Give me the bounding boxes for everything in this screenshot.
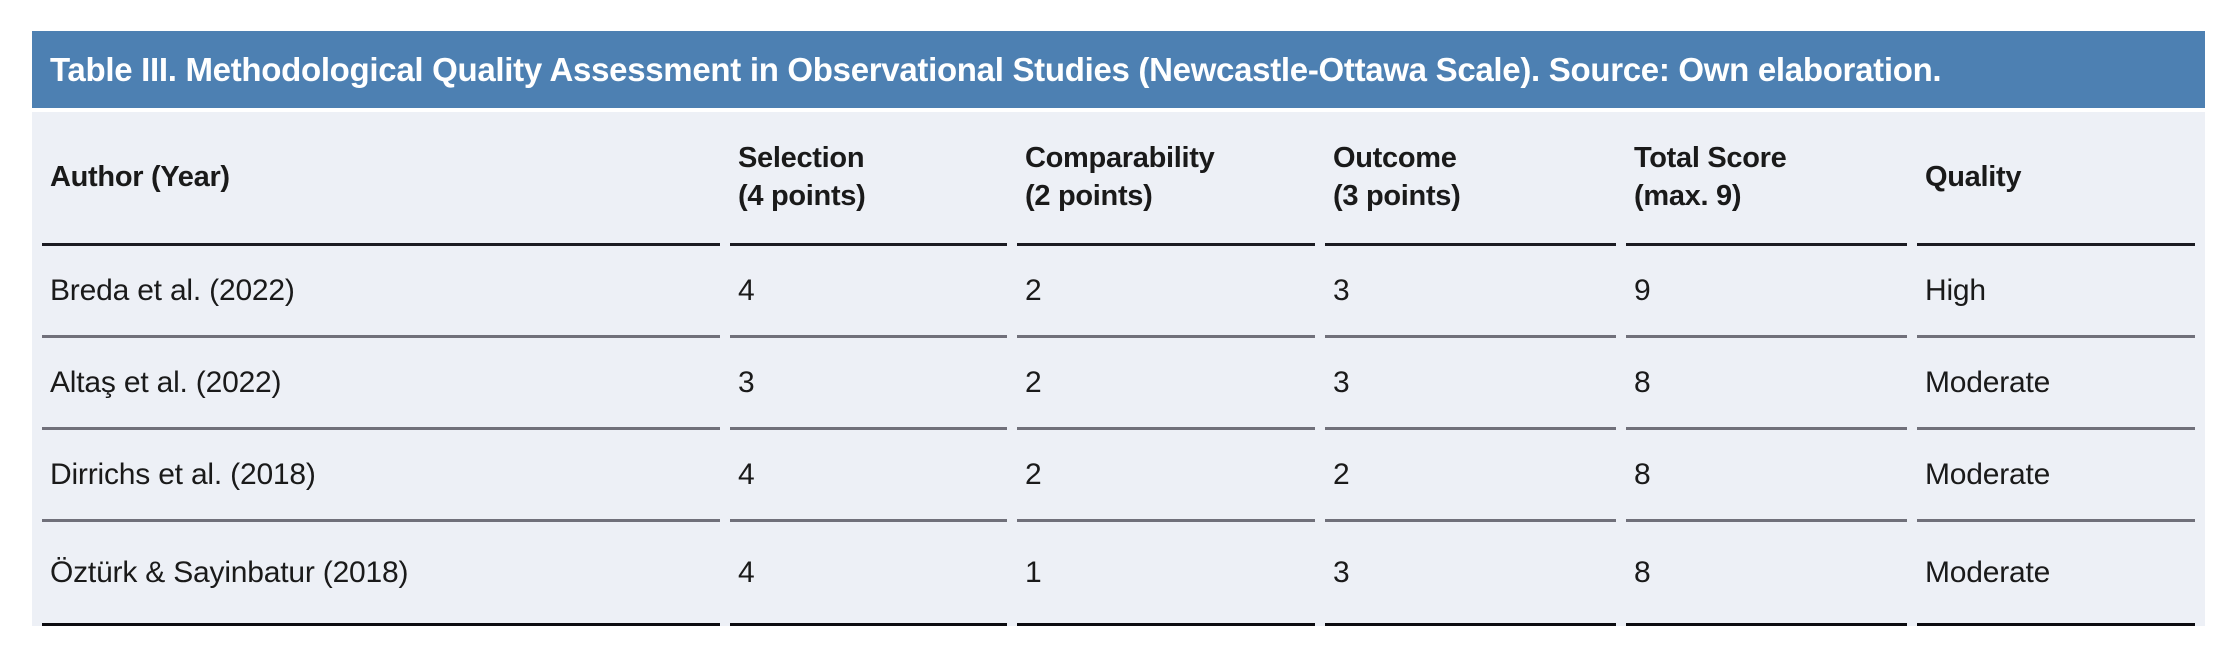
column-header-quality: Quality [1917,112,2195,246]
column-header-author-year: Author (Year) [42,112,720,246]
selection-cell: 3 [730,338,1007,430]
table-title: Table III. Methodological Quality Assess… [50,50,1942,88]
outcome-cell: 2 [1325,430,1616,522]
author-cell: Altaş et al. (2022) [42,338,720,430]
quality-cell: Moderate [1917,522,2195,626]
outcome-cell: 3 [1325,246,1616,338]
comparability-cell: 2 [1017,338,1315,430]
column-header-total-score: Total Score (max. 9) [1626,112,1907,246]
quality-cell: Moderate [1917,338,2195,430]
author-cell: Breda et al. (2022) [42,246,720,338]
header-label: Quality [1925,160,2022,193]
table-row: Öztürk & Sayinbatur (2018) 4 1 3 8 Moderate [42,522,2195,626]
selection-cell: 4 [730,430,1007,522]
outcome-cell: 3 [1325,338,1616,430]
quality-assessment-table: Author (Year) Selection (4 points) Comparab… [32,112,2205,626]
column-header-outcome: Outcome (3 points) [1325,112,1616,246]
paper-table-figure: Table III. Methodological Quality Assess… [32,31,2205,626]
column-header-comparability: Comparability (2 points) [1017,112,1315,246]
table-row: Breda et al. (2022) 4 2 3 9 High [42,246,2195,338]
header-label: Total Score [1634,142,1787,175]
total-score-cell: 8 [1626,430,1907,522]
table-title-bar: Table III. Methodological Quality Assess… [32,31,2205,108]
header-label: Author (Year) [50,160,230,193]
comparability-cell: 1 [1017,522,1315,626]
header-label: Selection [738,142,865,175]
total-score-cell: 8 [1626,338,1907,430]
header-sub: (3 points) [1333,179,1461,212]
selection-cell: 4 [730,246,1007,338]
author-cell: Dirrichs et al. (2018) [42,430,720,522]
header-label: Outcome [1333,142,1457,175]
comparability-cell: 2 [1017,430,1315,522]
column-header-selection: Selection (4 points) [730,112,1007,246]
header-row: Author (Year) Selection (4 points) Comparab… [42,112,2195,246]
author-cell: Öztürk & Sayinbatur (2018) [42,522,720,626]
quality-cell: Moderate [1917,430,2195,522]
header-sub: (max. 9) [1634,179,1742,212]
table-row: Altaş et al. (2022) 3 2 3 8 Moderate [42,338,2195,430]
header-sub: (4 points) [738,179,866,212]
outcome-cell: 3 [1325,522,1616,626]
header-label: Comparability [1025,142,1215,175]
header-sub: (2 points) [1025,179,1153,212]
quality-cell: High [1917,246,2195,338]
total-score-cell: 8 [1626,522,1907,626]
comparability-cell: 2 [1017,246,1315,338]
selection-cell: 4 [730,522,1007,626]
table-row: Dirrichs et al. (2018) 4 2 2 8 Moderate [42,430,2195,522]
total-score-cell: 9 [1626,246,1907,338]
